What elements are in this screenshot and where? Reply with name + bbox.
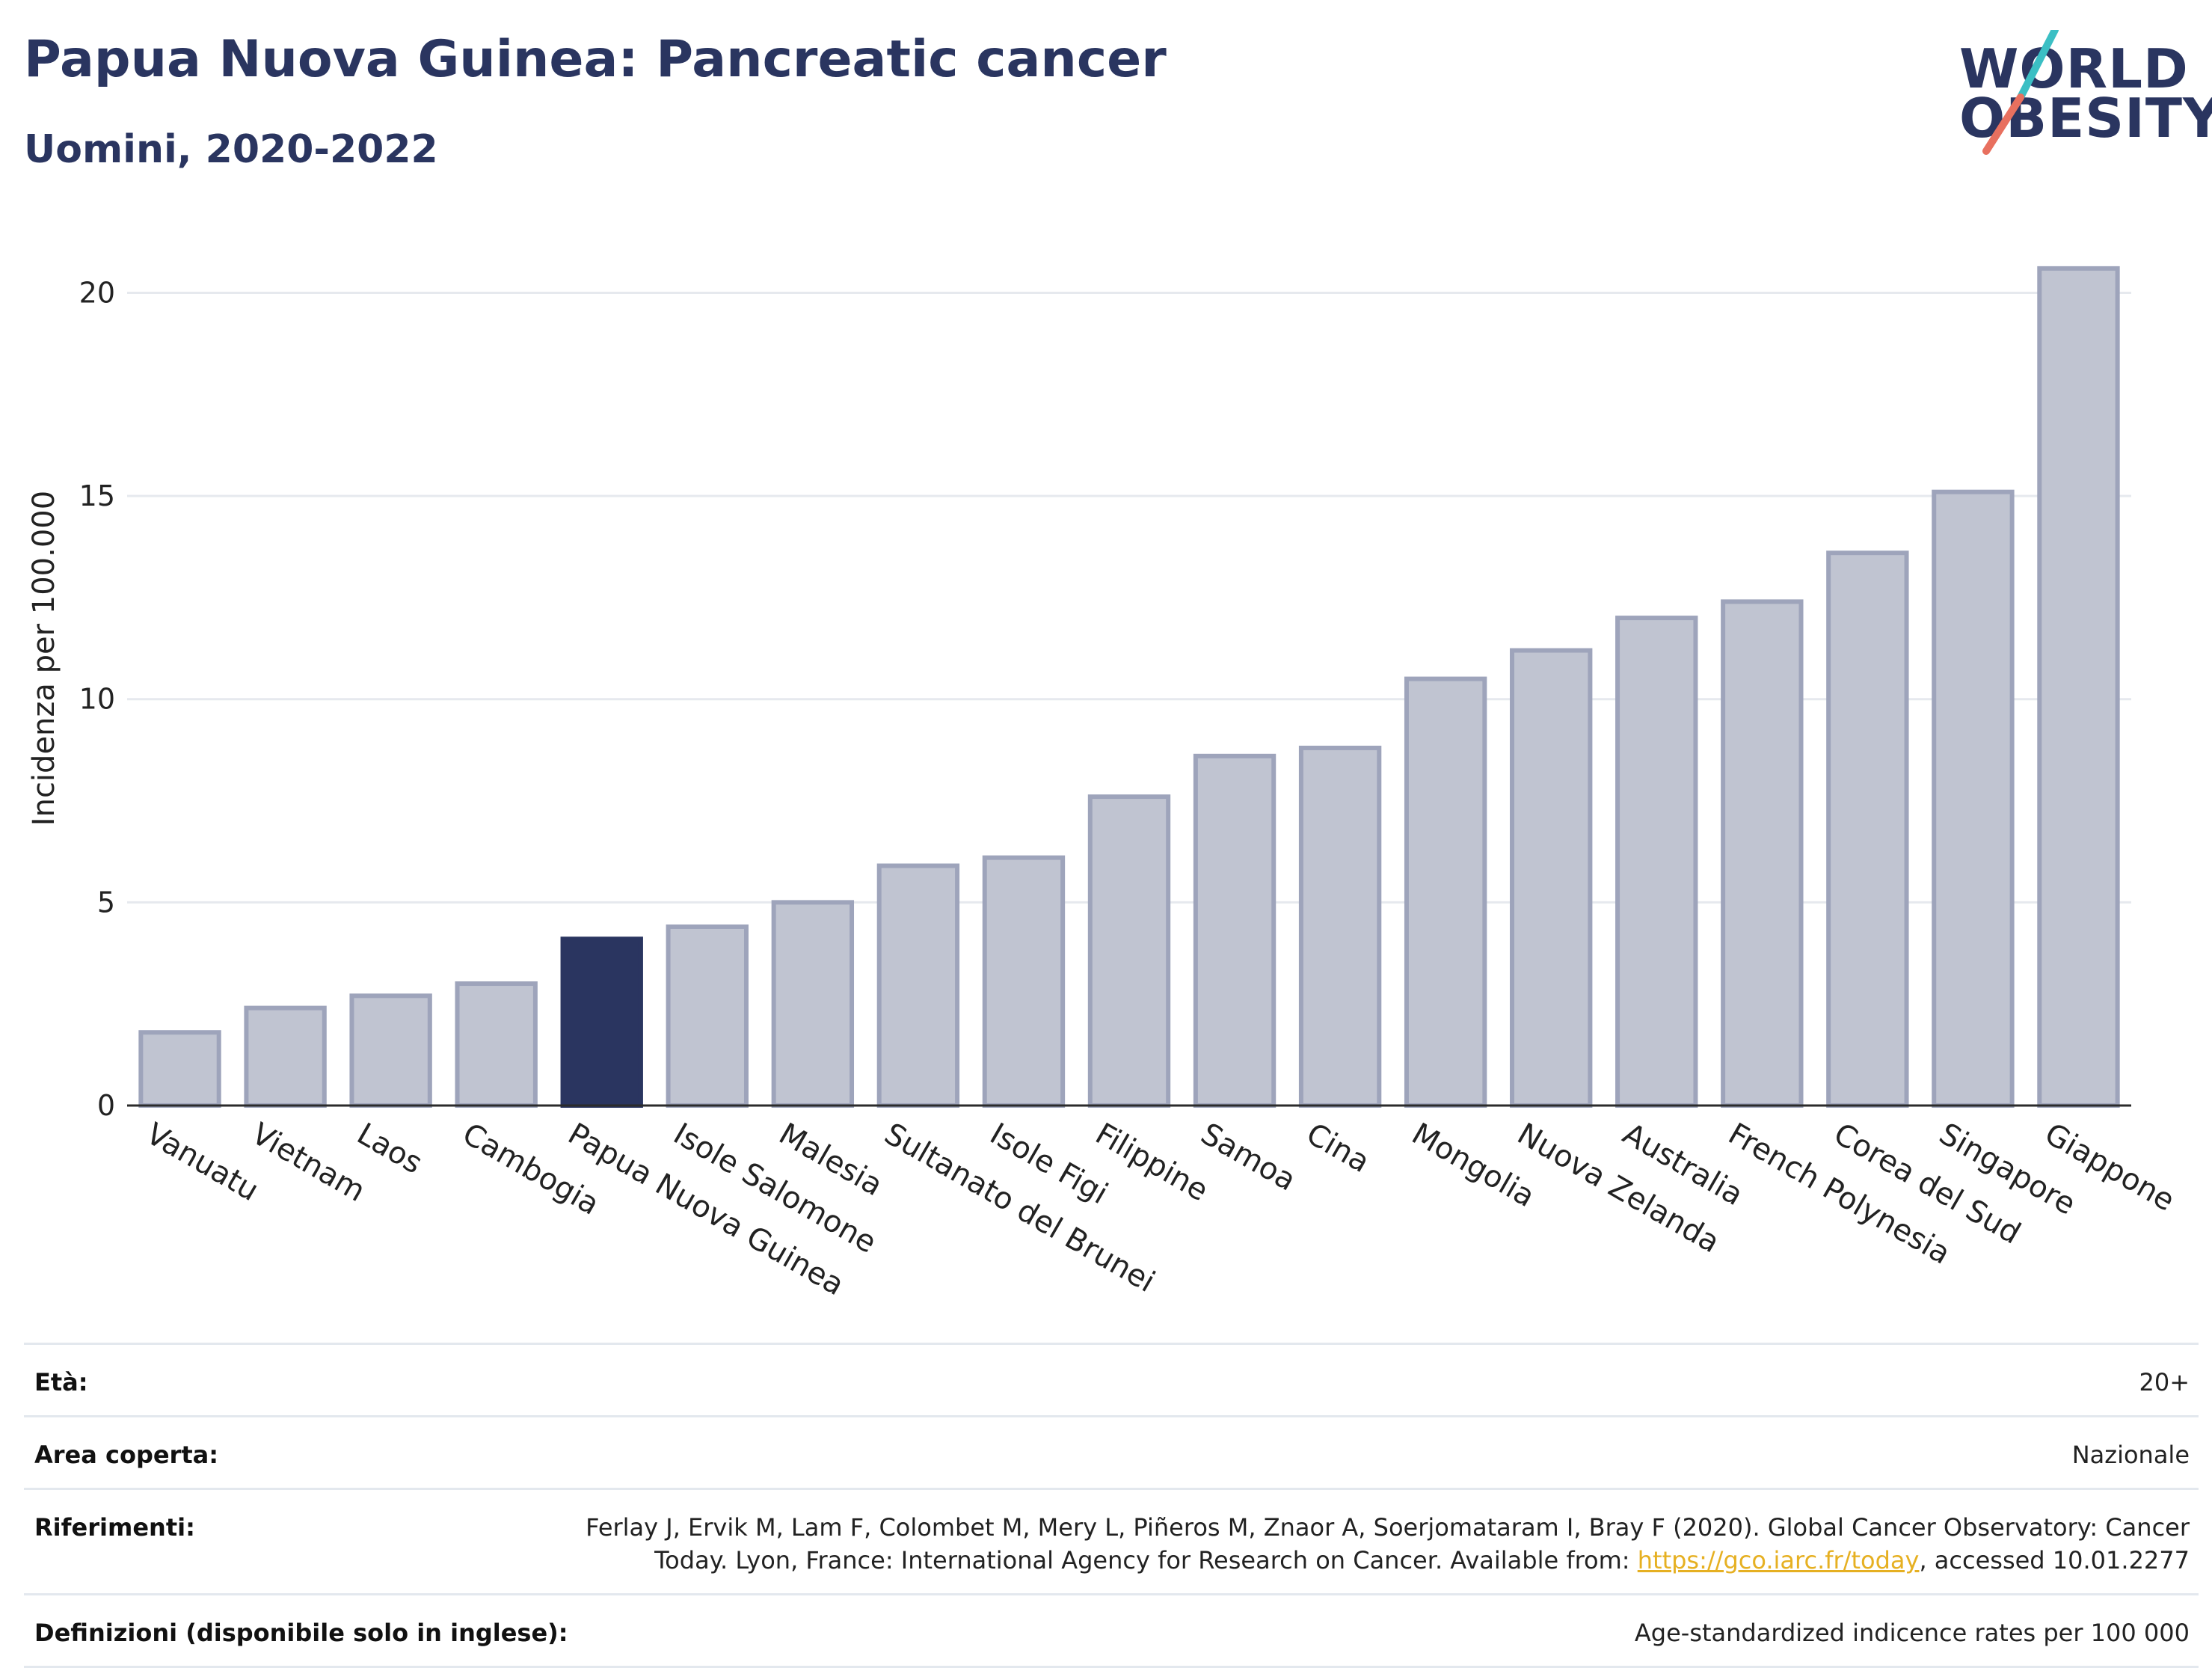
y-axis-title: Incidenza per 100.000 <box>27 491 61 826</box>
reference-link[interactable]: https://gco.iarc.fr/today <box>1637 1546 1920 1575</box>
info-label-age: Età: <box>34 1368 88 1396</box>
bar <box>244 1005 327 1109</box>
bar <box>1721 599 1804 1108</box>
y-tick-label: 5 <box>97 886 115 919</box>
y-tick-label: 15 <box>79 479 115 512</box>
bar <box>455 981 538 1109</box>
bars <box>138 266 2120 1109</box>
logo-text-world: WORLD <box>1959 37 2189 100</box>
chart-subtitle: Uomini, 2020-2022 <box>24 127 438 172</box>
bar <box>1510 648 1593 1108</box>
logo-slash-icon <box>1982 30 2059 155</box>
bar <box>2037 266 2120 1108</box>
bar <box>1087 794 1171 1109</box>
x-tick-label: Samoa <box>1195 1117 1301 1198</box>
x-tick-label: Vanuatu <box>141 1117 265 1208</box>
y-tick-label: 20 <box>79 276 115 309</box>
x-tick-label: Cina <box>1300 1117 1375 1180</box>
bar <box>1193 753 1276 1108</box>
bar <box>1615 616 1698 1108</box>
info-value-age: 20+ <box>2139 1368 2190 1396</box>
info-row-coverage: Area coperta: Nazionale <box>24 1415 2199 1488</box>
world-obesity-logo: WORLD OBESITY <box>1959 30 2212 165</box>
info-label-definitions: Definizioni (disponibile solo in inglese… <box>34 1619 568 1647</box>
bar <box>982 855 1066 1109</box>
logo-text-obesity: OBESITY <box>1959 87 2212 150</box>
chart-info-table: Età: 20+ Area coperta: Nazionale Riferim… <box>24 1343 2199 1668</box>
y-axis-ticks: 0 5 10 15 20 <box>79 276 115 1122</box>
info-value-references: Ferlay J, Ervik M, Lam F, Colombet M, Me… <box>586 1511 2190 1577</box>
x-tick-label: Laos <box>351 1117 428 1181</box>
info-value-coverage: Nazionale <box>2071 1441 2190 1469</box>
reference-line-1: Ferlay J, Ervik M, Lam F, Colombet M, Me… <box>586 1513 2190 1542</box>
bar <box>1404 676 1487 1108</box>
info-row-age: Età: 20+ <box>24 1343 2199 1415</box>
reference-accessed: , accessed 10.01.2277 <box>1919 1546 2190 1575</box>
bar <box>1298 745 1382 1108</box>
bar <box>1932 489 2015 1108</box>
y-tick-label: 10 <box>79 683 115 716</box>
y-tick-label: 0 <box>97 1089 115 1122</box>
bar <box>349 993 432 1108</box>
info-label-references: Riferimenti: <box>34 1513 195 1542</box>
bar <box>666 924 749 1108</box>
bar-highlighted <box>560 936 643 1109</box>
info-row-definitions: Definizioni (disponibile solo in inglese… <box>24 1593 2199 1668</box>
x-tick-label: Vietnam <box>246 1117 371 1209</box>
info-value-definitions: Age-standardized indicence rates per 100… <box>1634 1619 2190 1647</box>
chart-title: Papua Nuova Guinea: Pancreatic cancer <box>24 30 1167 89</box>
info-row-references: Riferimenti: Ferlay J, Ervik M, Lam F, C… <box>24 1488 2199 1593</box>
bar <box>138 1030 221 1109</box>
x-tick-label: Filippine <box>1090 1117 1214 1208</box>
bar <box>1826 551 1909 1108</box>
bar <box>771 900 855 1108</box>
info-label-coverage: Area coperta: <box>34 1441 219 1469</box>
bar <box>876 863 960 1109</box>
reference-line-2: Today. Lyon, France: International Agenc… <box>654 1546 1638 1575</box>
